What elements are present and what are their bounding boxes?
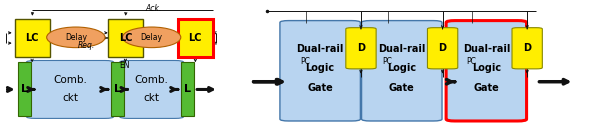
Text: Gate: Gate [474,83,499,93]
Text: D: D [523,43,531,53]
Text: Ack.: Ack. [146,4,162,13]
FancyBboxPatch shape [428,28,458,69]
Ellipse shape [123,27,181,48]
Ellipse shape [47,27,105,48]
Text: Delay: Delay [141,33,163,42]
FancyBboxPatch shape [346,28,376,69]
FancyBboxPatch shape [111,62,124,116]
Text: Comb.: Comb. [135,75,168,85]
FancyBboxPatch shape [362,21,442,121]
Text: Logic: Logic [306,63,335,73]
FancyBboxPatch shape [108,19,143,57]
Text: LC: LC [118,33,132,43]
Text: D: D [439,43,446,53]
Text: Logic: Logic [472,63,501,73]
Text: L: L [114,84,121,95]
Text: PC: PC [382,57,392,66]
Text: Req.: Req. [78,41,95,50]
Text: Dual-rail: Dual-rail [462,44,510,54]
Text: ckt: ckt [144,93,160,103]
Text: Comb.: Comb. [53,75,87,85]
Text: Dual-rail: Dual-rail [296,44,344,54]
FancyBboxPatch shape [446,21,527,121]
Text: ckt: ckt [62,93,78,103]
Text: Gate: Gate [389,83,415,93]
Text: L: L [21,84,28,95]
FancyBboxPatch shape [15,19,49,57]
Text: LC: LC [188,33,202,43]
Text: LC: LC [25,33,39,43]
Text: PC: PC [300,57,310,66]
FancyBboxPatch shape [178,19,213,57]
FancyBboxPatch shape [512,28,542,69]
FancyBboxPatch shape [181,62,194,116]
Text: Delay: Delay [65,33,87,42]
FancyBboxPatch shape [27,60,114,118]
Text: Logic: Logic [387,63,416,73]
Text: L: L [184,84,191,95]
FancyBboxPatch shape [120,60,184,118]
FancyBboxPatch shape [280,21,360,121]
Text: PC: PC [466,57,477,66]
Text: Dual-rail: Dual-rail [378,44,425,54]
FancyBboxPatch shape [18,62,31,116]
Text: Gate: Gate [307,83,333,93]
Text: D: D [357,43,365,53]
Text: EN: EN [120,61,130,70]
